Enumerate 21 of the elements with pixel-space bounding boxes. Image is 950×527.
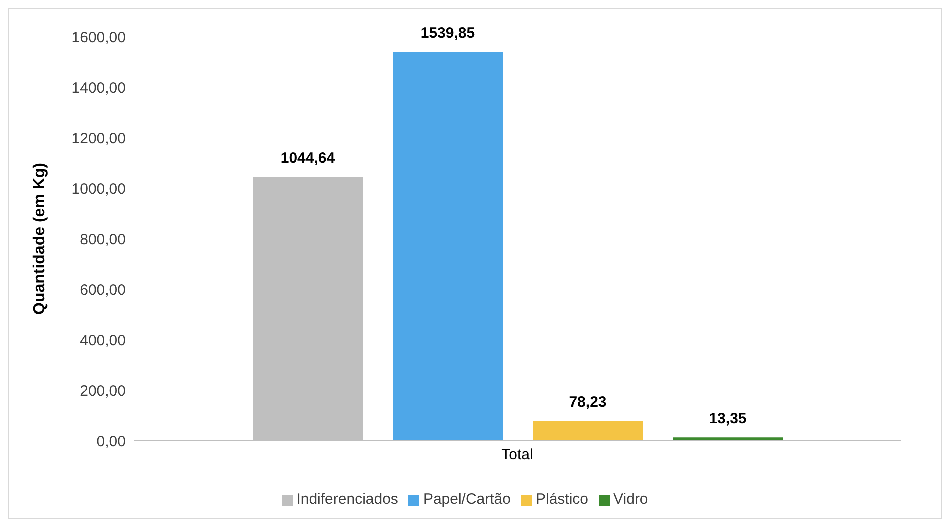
y-tick-label: 600,00 [80,282,126,299]
legend-label: Indiferenciados [296,491,398,508]
y-tick-label: 1000,00 [72,180,126,198]
y-tick-label: 1400,00 [72,80,126,97]
bar [393,52,503,441]
y-tick-label: 400,00 [80,332,126,350]
y-axis-title: Quantidade (em Kg) [32,162,49,316]
data-label: 13,35 [709,410,747,428]
y-tick-label: 800,00 [80,231,126,248]
legend-label: Papel/Cartão [423,491,511,508]
y-tick-label: 1200,00 [72,130,126,148]
x-tick-label: Total [502,446,534,464]
legend-label: Vidro [614,491,648,508]
y-tick-label: 0,00 [96,433,126,450]
data-label: 1044,64 [280,150,336,168]
y-tick-label: 200,00 [80,382,126,400]
legend-label: Plástico [536,491,589,508]
bar [533,421,643,441]
y-tick-label: 1600,00 [72,29,126,46]
data-label: 1539,85 [420,25,476,42]
data-label: 78,23 [569,394,607,412]
